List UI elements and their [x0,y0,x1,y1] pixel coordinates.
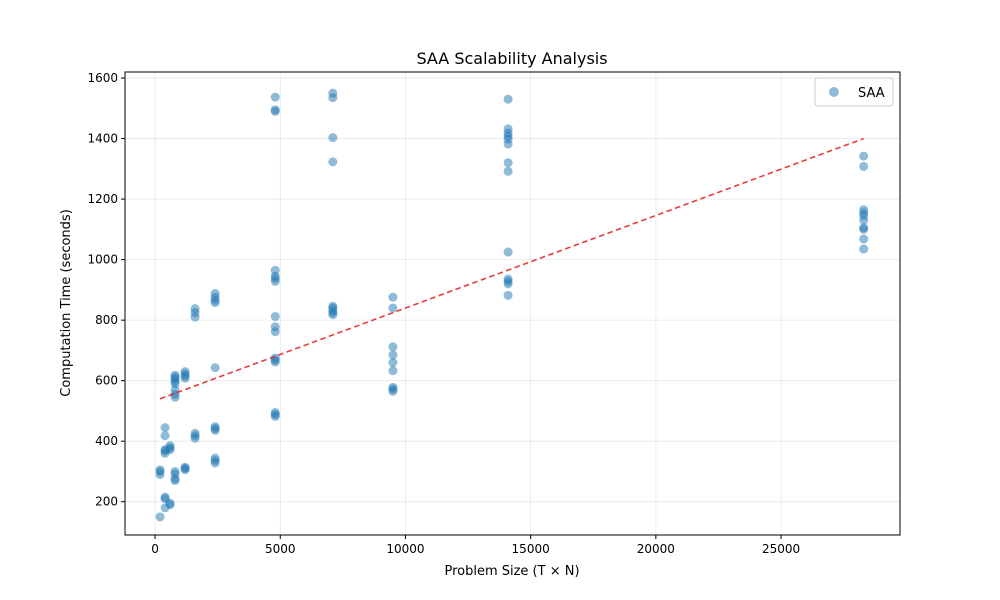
data-point [859,205,869,215]
legend-label: SAA [858,86,885,101]
data-point [859,244,869,254]
data-point [155,465,165,475]
data-point [388,303,398,313]
data-point [503,158,513,168]
data-point [503,166,513,176]
data-point [859,234,869,244]
data-point [270,407,280,417]
x-tick-label: 20000 [637,542,675,556]
data-point [180,462,190,472]
data-point [388,358,398,368]
y-tick-label: 800 [95,313,118,327]
data-point [270,265,280,275]
data-point [190,428,200,438]
y-axis-ticks: 200 400 600 800 1000 1200 1400 1600 [87,71,125,509]
data-point [503,124,513,134]
data-point [210,289,220,299]
x-axis-label: Problem Size (T × N) [444,564,579,579]
x-tick-label: 10000 [386,542,424,556]
legend-marker [829,87,839,97]
data-point [388,366,398,376]
data-point [160,492,170,502]
data-point [503,290,513,300]
data-point [388,292,398,302]
data-point [503,94,513,104]
y-tick-label: 1600 [87,71,118,85]
y-tick-label: 1400 [87,132,118,146]
data-point [388,350,398,360]
data-point [328,88,338,98]
y-axis-label: Computation Time (seconds) [59,209,74,397]
legend-box [814,77,894,107]
chart-title: SAA Scalability Analysis [416,49,607,68]
trendline [159,137,864,400]
data-point [210,422,220,432]
data-point [859,161,869,171]
x-axis-ticks: 0 5000 10000 15000 20000 25000 [151,535,800,556]
data-point [328,133,338,143]
gridlines [125,72,900,535]
data-point [388,342,398,352]
y-tick-label: 400 [95,434,118,448]
data-point [270,92,280,102]
data-point [270,312,280,322]
x-tick-label: 25000 [762,542,800,556]
x-tick-label: 15000 [512,542,550,556]
data-point [170,466,180,476]
data-point [160,431,170,441]
y-tick-label: 1000 [87,253,118,267]
x-tick-label: 0 [151,542,159,556]
data-point [270,353,280,363]
data-point [165,441,175,451]
x-tick-label: 5000 [265,542,296,556]
data-point [859,151,869,161]
data-point [170,370,180,380]
data-point [859,223,869,233]
data-point [503,247,513,257]
data-point [190,304,200,314]
data-point [155,512,165,522]
data-point [165,498,175,508]
data-point [328,157,338,167]
y-tick-label: 200 [95,495,118,509]
legend: SAA [814,77,894,107]
data-point [328,301,338,311]
y-tick-label: 600 [95,374,118,388]
data-points [155,88,869,522]
trendline-group [159,137,864,400]
data-point [388,382,398,392]
data-point [160,423,170,433]
y-tick-label: 1200 [87,192,118,206]
data-point [270,105,280,115]
data-point [180,367,190,377]
data-point [210,363,220,373]
data-point [503,274,513,284]
data-point [270,322,280,332]
data-point [210,453,220,463]
plot-frame [124,71,901,536]
